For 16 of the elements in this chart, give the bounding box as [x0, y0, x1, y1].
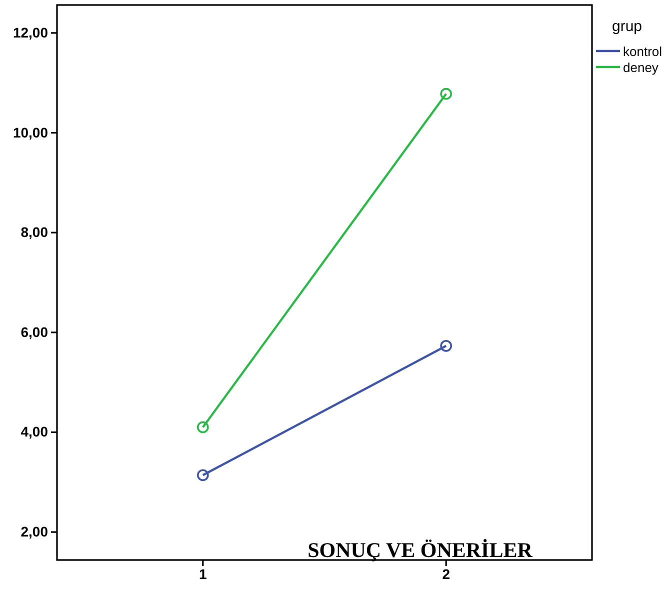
y-tick-label: 6,00: [20, 324, 48, 340]
y-tick-label: 12,00: [12, 24, 48, 40]
point: [440, 340, 452, 352]
x-tick-label: 2: [442, 566, 450, 582]
y-tick-label: 2,00: [20, 524, 48, 540]
point: [196, 421, 209, 434]
y-tick-label: 10,00: [12, 124, 48, 140]
point: [440, 88, 452, 100]
legend-label: deney: [623, 60, 659, 75]
annotation: SONUÇ VE ÖNERİLER: [308, 538, 534, 562]
legend-label: kontrol: [623, 44, 662, 59]
legend-title: grup: [612, 18, 642, 35]
x-tick-label: 1: [199, 566, 208, 582]
y-tick-label: 8,00: [20, 224, 48, 240]
y-tick-label: 4,00: [20, 424, 48, 440]
point: [196, 469, 209, 482]
